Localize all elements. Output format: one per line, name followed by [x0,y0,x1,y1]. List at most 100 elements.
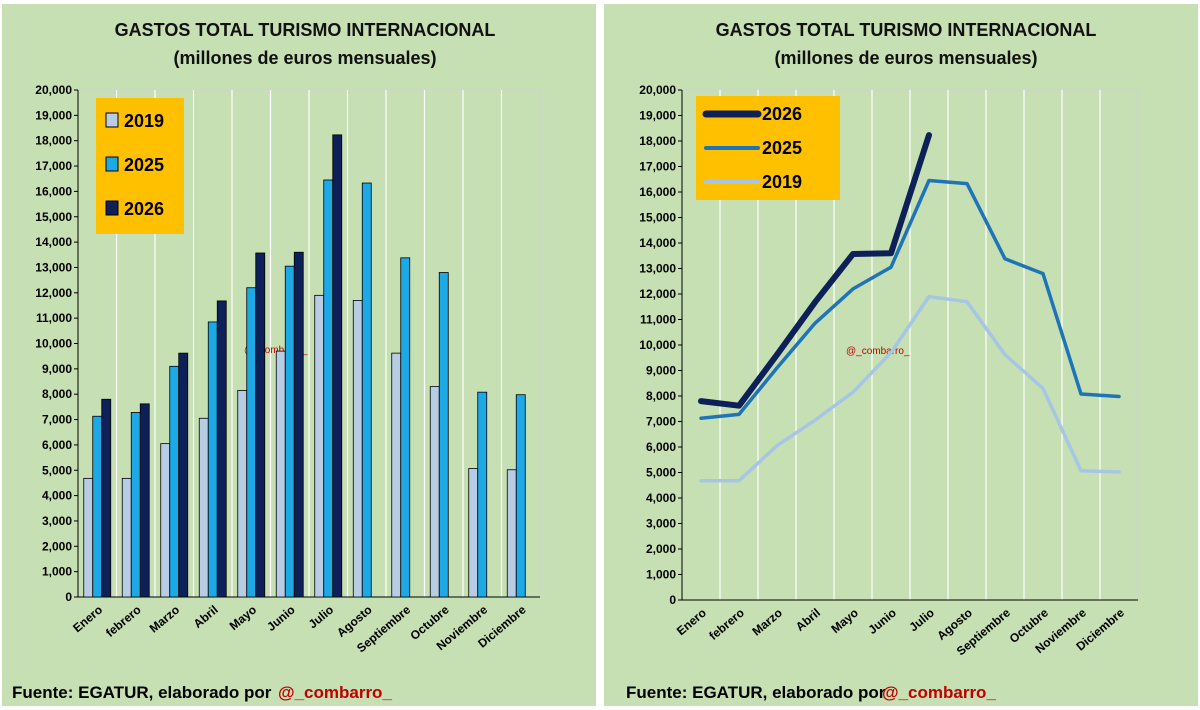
y-tick-label: 18,000 [639,134,676,148]
x-tick-label: Julio [906,606,936,635]
chart-subtitle: (millones de euros mensuales) [774,48,1037,68]
bar-2026-Enero [101,398,112,598]
y-tick-label: 11,000 [640,313,676,327]
y-tick-label: 1,000 [42,565,72,579]
y-tick-label: 8,000 [42,387,72,401]
y-tick-label: 19,000 [639,109,676,123]
bar-2025-Diciembre [515,394,526,598]
y-tick-label: 20,000 [639,83,676,97]
bar-chart-panel: 0 1,000 2,000 3,000 4,000 5,000 6,000 7,000 8,00… [2,4,596,706]
footer-source: Fuente: EGATUR, elaborado por [626,683,886,702]
bar-2025-Agosto [361,182,372,598]
x-tick-label: Abril [793,606,823,634]
watermark: @_combarro_ [846,346,910,357]
x-tick-label: Abril [191,603,221,631]
legend-label-2025: 2025 [124,155,164,175]
x-tick-label: Enero [674,606,709,639]
bar-2019-Abril [198,417,209,598]
x-tick-label: Junio [264,603,298,634]
series-line-2025 [699,178,1121,420]
bar-2025-febrero [130,412,141,598]
y-tick-label: 19,000 [35,108,72,122]
bar-2026-Abril [216,300,227,598]
legend-label-2019: 2019 [124,111,164,131]
bar-2019-Marzo [160,443,171,598]
bar-2026-febrero [139,403,150,598]
y-tick-label: 12,000 [639,287,676,301]
chart-subtitle: (millones de euros mensuales) [173,48,436,68]
y-tick-label: 15,000 [35,210,72,224]
x-tick-label: Mayo [828,606,861,636]
bar-2025-Septiembre [400,257,411,598]
series-lines [698,132,1121,483]
y-tick-label: 5,000 [646,466,676,480]
bar-2025-Enero [92,415,103,598]
bar-2019-Noviembre [468,468,479,598]
x-tick-label: febrero [103,603,144,640]
y-tick-label: 7,000 [646,415,676,429]
y-tick-label: 7,000 [42,413,72,427]
y-tick-label: 14,000 [639,236,676,250]
bar-2019-febrero [121,477,132,598]
legend-label-2025: 2025 [762,138,802,158]
y-tick-label: 15,000 [639,211,676,225]
chart-title: GASTOS TOTAL TURISMO INTERNACIONAL [115,20,496,40]
legend-swatch-2026 [105,200,119,216]
bar-2019-Enero [83,477,94,598]
y-tick-label: 18,000 [35,134,72,148]
bars [83,134,526,598]
footer-source: Fuente: EGATUR, elaborado por [12,683,272,702]
bar-2025-Noviembre [477,391,488,598]
legend: 2019 2025 2026 [96,98,184,234]
bar-2026-Junio [293,251,304,598]
y-tick-label: 10,000 [35,337,72,351]
x-tick-label: Enero [70,603,105,636]
y-tick-label: 13,000 [639,262,676,276]
bar-2025-Octubre [438,272,449,598]
bar-2025-Junio [284,265,295,598]
legend-swatch-2025 [105,156,119,172]
y-tick-label: 3,000 [42,514,72,528]
bar-chart: 0 1,000 2,000 3,000 4,000 5,000 6,000 7,000 8,00… [12,20,541,702]
y-tick-label: 12,000 [35,286,72,300]
y-tick-label: 13,000 [35,260,72,274]
x-tick-label: Marzo [147,603,183,636]
x-tick-label: Julio [306,603,336,632]
bar-2025-Marzo [169,365,180,598]
bar-2026-Julio [332,134,343,598]
bar-2019-Junio [275,350,286,598]
y-tick-label: 9,000 [42,362,72,376]
bar-2019-Octubre [429,386,440,598]
line-chart-panel: 0 1,000 2,000 3,000 4,000 5,000 6,000 7,000 8,00… [604,4,1198,706]
line-chart: 0 1,000 2,000 3,000 4,000 5,000 6,000 7,000 8,00… [626,20,1139,702]
bar-2025-Mayo [246,287,257,598]
y-tick-label: 3,000 [646,517,676,531]
series-line-2019 [699,294,1121,483]
y-tick-label: 8,000 [646,389,676,403]
legend-label-2026: 2026 [124,199,164,219]
y-tick-label: 2,000 [42,539,72,553]
y-tick-label: 14,000 [35,235,72,249]
y-tick-label: 16,000 [35,184,72,198]
bar-2019-Julio [314,294,325,598]
bar-2026-Mayo [255,252,266,598]
footer-handle: @_combarro_ [278,683,392,702]
chart-title: GASTOS TOTAL TURISMO INTERNACIONAL [716,20,1097,40]
footer-handle: @_combarro_ [882,683,996,702]
y-tick-label: 2,000 [646,542,676,556]
y-tick-label: 4,000 [42,489,72,503]
y-tick-label: 6,000 [646,440,676,454]
bar-2019-Diciembre [506,469,517,598]
y-tick-label: 0 [65,590,72,604]
legend-label-2019: 2019 [762,172,802,192]
y-tick-label: 11,000 [36,311,72,325]
x-tick-label: Mayo [227,603,260,633]
bar-2019-Septiembre [391,352,402,598]
watermark: @_combarro_ [244,345,308,356]
y-tick-label: 16,000 [639,185,676,199]
legend-label-2026: 2026 [762,104,802,124]
y-tick-label: 0 [669,593,676,607]
legend: 2026 2025 2019 [696,96,840,200]
y-tick-label: 10,000 [639,338,676,352]
y-tick-label: 6,000 [42,438,72,452]
